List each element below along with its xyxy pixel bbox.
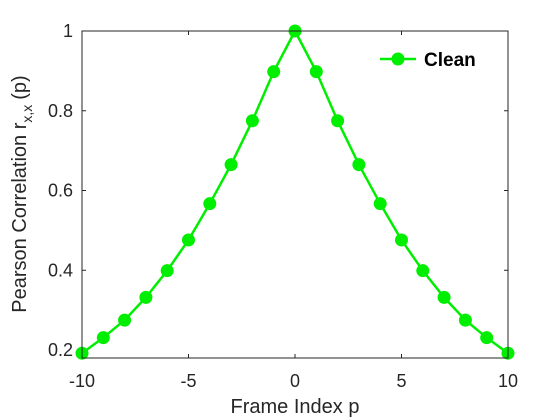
y-tick-label: 0.4: [48, 260, 73, 280]
x-tick-label: 0: [290, 371, 300, 391]
data-point: [139, 290, 153, 304]
data-point: [437, 290, 451, 304]
data-point: [309, 65, 323, 79]
data-point: [267, 65, 281, 79]
plot-frame: [81, 30, 509, 359]
y-axis-label-main: Pearson Correlation r: [9, 122, 31, 312]
data-point: [118, 313, 132, 327]
y-tick-label: 0.2: [48, 340, 73, 360]
plot-area: [82, 31, 508, 358]
data-point: [373, 197, 387, 211]
y-axis-label: Pearson Correlation rx,x (p): [9, 75, 35, 312]
data-point: [245, 114, 259, 128]
data-point: [395, 233, 408, 247]
data-point: [224, 158, 238, 172]
data-point: [352, 158, 366, 172]
data-point: [160, 264, 174, 278]
x-tick-label: -5: [180, 371, 196, 391]
data-point: [480, 331, 494, 345]
y-axis-ticks: 0.2 0.4 0.6 0.8 1: [48, 21, 508, 360]
legend-label-clean: Clean: [424, 50, 476, 71]
data-point: [416, 264, 430, 278]
x-tick-label: -10: [69, 371, 95, 391]
data-point: [182, 233, 195, 247]
y-tick-label: 1: [63, 21, 73, 41]
y-tick-label: 0.8: [48, 101, 73, 121]
y-axis-label-tail: (p): [9, 75, 31, 99]
data-point: [331, 114, 345, 128]
data-point: [96, 331, 110, 345]
legend: Clean: [380, 50, 476, 71]
legend-marker-clean: [391, 52, 405, 66]
x-tick-label: 5: [396, 371, 406, 391]
y-axis-label-subscript: x,x: [19, 105, 35, 123]
y-tick-label: 0.6: [48, 181, 73, 201]
data-point: [458, 313, 472, 327]
x-tick-label: 10: [498, 371, 518, 391]
data-point: [203, 197, 217, 211]
x-axis-label: Frame Index p: [231, 396, 360, 418]
